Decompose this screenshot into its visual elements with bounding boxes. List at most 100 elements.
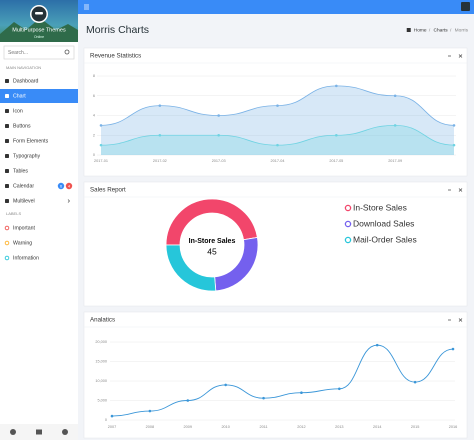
panel-title: Sales Report [90, 187, 126, 194]
y-tick-label: 5,000 [97, 399, 107, 403]
point [413, 380, 417, 384]
close-btn[interactable] [458, 318, 463, 322]
point [452, 124, 456, 127]
legend-marker [344, 236, 352, 244]
x-tick-label: 2009 [184, 425, 192, 429]
nav-item[interactable]: Calendar [13, 183, 34, 189]
x-tick-label: 2011 [259, 425, 267, 429]
y-tick-label: 10,000 [95, 379, 107, 383]
home-icon [406, 28, 411, 32]
label-item[interactable]: Warning [13, 240, 32, 246]
panel-box [83, 181, 468, 307]
nav-item[interactable]: Buttons [13, 123, 31, 129]
point [335, 133, 338, 137]
nav-active [0, 89, 78, 103]
mountains [0, 18, 78, 42]
badge [65, 182, 73, 190]
point [335, 84, 338, 88]
panel-title: Revenue Statistics [90, 53, 141, 60]
nav-icon[interactable] [5, 154, 9, 158]
panel-box [83, 47, 468, 177]
search-box[interactable] [3, 45, 75, 60]
label-item[interactable]: Important [13, 225, 35, 231]
label-dot [4, 240, 10, 246]
x-tick-label: 2017-03 [212, 159, 226, 163]
search-icon[interactable] [64, 49, 70, 55]
point [300, 391, 303, 395]
close-btn[interactable] [458, 54, 463, 58]
panel-title: Analatics [90, 317, 115, 324]
nav-item[interactable]: Chart [13, 93, 26, 99]
nav-icon[interactable] [5, 199, 9, 203]
breadcrumb-sep [449, 28, 452, 32]
label-dot [4, 255, 10, 261]
panel: Revenue Statistics 0 2 4 6 8 2017-01 2017-02 201… [83, 47, 468, 177]
y-tick-label: 20,000 [95, 340, 107, 344]
y-tick-label: 0 [105, 418, 107, 422]
x-tick-label: 2017-09 [388, 159, 402, 163]
nav-icon[interactable] [5, 139, 9, 143]
nav-heading: MAIN NAVIGATION [6, 65, 41, 70]
point [375, 343, 379, 347]
panel: Sales Report In-Store Sales Download Sales… [83, 181, 468, 307]
legend-label: In-Store Sales [353, 202, 407, 212]
point [393, 94, 397, 98]
breadcrumb-item[interactable]: Home [414, 27, 427, 33]
chevron [67, 199, 70, 203]
nav-icon[interactable] [5, 94, 9, 98]
close-btn[interactable] [458, 188, 463, 192]
x-tick-label: 2008 [146, 425, 154, 429]
nav-item[interactable]: Dashboard [13, 78, 38, 84]
power-icon[interactable] [62, 429, 68, 435]
badge-text: 4 [68, 184, 70, 188]
y-tick-label: 8 [93, 74, 95, 78]
point [148, 409, 152, 413]
nav-icon[interactable] [5, 169, 9, 173]
point [158, 133, 162, 137]
mail-icon[interactable] [36, 429, 42, 435]
menu-icon[interactable] [84, 4, 89, 10]
x-tick-label: 2013 [335, 425, 343, 429]
nav-item[interactable]: Icon [13, 108, 23, 114]
nav-icon[interactable] [5, 79, 9, 83]
point [110, 414, 114, 418]
panel-box [83, 311, 468, 439]
point [217, 114, 220, 117]
nav-item[interactable]: Form Elements [13, 138, 49, 144]
point [262, 396, 265, 400]
x-tick-label: 2015 [411, 425, 419, 429]
point [224, 383, 227, 387]
nav-icon[interactable] [5, 124, 9, 128]
labels-heading: LABELS [6, 211, 21, 216]
settings-icon[interactable] [10, 429, 16, 435]
x-tick-label: 2017-01 [94, 159, 108, 163]
nav-icon[interactable] [5, 184, 9, 188]
nav-item[interactable]: Tables [13, 168, 28, 174]
x-tick-label: 2010 [221, 425, 229, 429]
nav-item[interactable]: Multilevel [13, 198, 35, 204]
legend-label: Download Sales [353, 218, 414, 228]
x-tick-label: 2014 [373, 425, 381, 429]
point [276, 104, 279, 107]
breadcrumb-item: Morris [455, 27, 469, 33]
breadcrumb-item[interactable]: Charts [434, 27, 449, 33]
header-avatar[interactable] [461, 2, 470, 11]
user-name: MultiPurpose Themes [12, 27, 66, 33]
donut-center-value: 45 [207, 246, 217, 256]
x-tick-label: 2016 [449, 425, 457, 429]
panel: Analatics 0 5,000 10,000 15,000 20,000 2007 200… [83, 311, 468, 439]
x-tick-label: 2017-02 [153, 159, 167, 163]
nav-item[interactable]: Typography [13, 153, 41, 159]
point [451, 347, 455, 351]
point [158, 104, 162, 107]
badge-text: 6 [60, 184, 62, 188]
x-tick-label: 2017-04 [271, 159, 285, 163]
nav-icon[interactable] [5, 109, 9, 113]
label-item[interactable]: Information [13, 255, 39, 261]
x-tick-label: 2012 [297, 425, 305, 429]
point [186, 399, 190, 402]
point [217, 133, 220, 137]
line [111, 344, 454, 417]
legend-label: Mail-Order Sales [353, 234, 417, 244]
